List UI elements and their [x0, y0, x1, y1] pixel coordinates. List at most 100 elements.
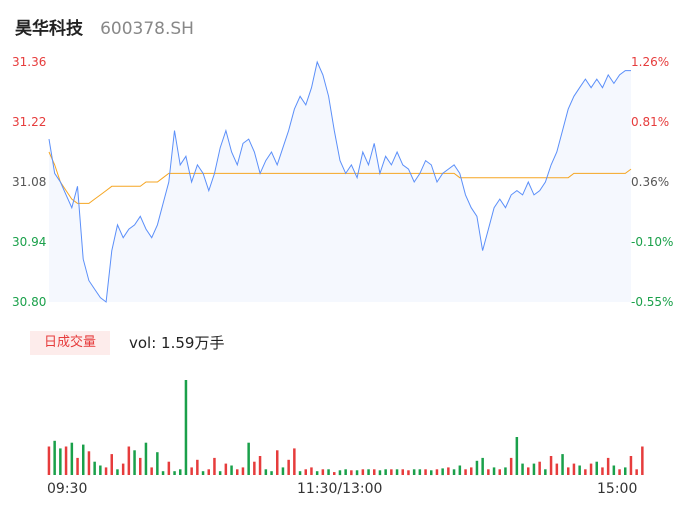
- volume-bar: [338, 470, 342, 476]
- volume-bar: [241, 467, 245, 475]
- volume-bar: [470, 467, 473, 475]
- volume-bar: [544, 469, 547, 475]
- volume-bar: [601, 467, 604, 475]
- volume-bar: [538, 461, 541, 475]
- volume-bar: [441, 468, 444, 476]
- volume-bar: [407, 470, 410, 476]
- volume-bar: [150, 467, 153, 475]
- y-right-label-5: -0.55%: [631, 295, 674, 309]
- volume-bar: [618, 469, 621, 475]
- y-left-label-4: 30.94: [12, 235, 47, 249]
- avg-price-line: [48, 151, 632, 204]
- volume-bar: [498, 469, 501, 475]
- y-right-label-3: 0.36%: [631, 175, 670, 189]
- volume-bar: [350, 470, 353, 476]
- volume-bar: [64, 446, 68, 475]
- volume-bar: [133, 450, 136, 475]
- volume-bar: [344, 469, 347, 475]
- volume-bar: [287, 459, 290, 475]
- volume-bar: [127, 446, 131, 475]
- volume-bar: [196, 459, 199, 475]
- volume-bar: [504, 467, 507, 475]
- volume-bar: [549, 456, 553, 475]
- volume-bar: [59, 448, 62, 475]
- volume-bar: [321, 469, 325, 475]
- y-right-label-2: 0.81%: [631, 115, 670, 129]
- volume-bar: [201, 471, 205, 475]
- volume-bar: [190, 467, 193, 475]
- volume-bar: [612, 465, 616, 475]
- y-left-label-5: 30.80: [12, 295, 47, 309]
- volume-bar: [207, 469, 210, 475]
- volume-bar: [390, 469, 393, 475]
- volume-bar: [572, 463, 576, 475]
- volume-bar: [144, 442, 148, 475]
- daily-volume-button[interactable]: 日成交量: [30, 331, 110, 355]
- volume-bar: [230, 465, 233, 475]
- volume-bar: [424, 469, 427, 475]
- volume-readout: vol: 1.59万手: [129, 334, 225, 352]
- x-label-close: 15:00: [597, 481, 638, 497]
- volume-bar: [258, 456, 262, 475]
- stock-code: 600378.SH: [100, 19, 194, 39]
- volume-bar: [179, 469, 182, 475]
- volume-bar: [264, 469, 268, 475]
- volume-bar: [47, 446, 51, 475]
- volume-bar: [481, 457, 484, 475]
- volume-bar: [121, 463, 125, 475]
- volume-bar: [373, 469, 376, 475]
- volume-bar: [116, 469, 119, 475]
- volume-bar: [487, 469, 490, 475]
- x-label-midday: 11:30/13:00: [297, 481, 383, 497]
- volume-bar: [247, 442, 250, 475]
- volume-bar: [401, 469, 404, 475]
- volume-bar: [304, 469, 307, 475]
- volume-bar: [93, 461, 96, 475]
- volume-bar: [224, 463, 228, 475]
- volume-bar: [584, 469, 587, 475]
- volume-bar: [509, 457, 513, 475]
- volume-bar: [567, 467, 570, 475]
- volume-bar: [447, 467, 450, 475]
- volume-bar: [458, 465, 462, 475]
- volume-bar: [475, 460, 479, 476]
- volume-bar: [578, 465, 581, 475]
- y-left-label-3: 31.08: [12, 175, 47, 189]
- volume-bar: [521, 463, 524, 475]
- y-right-label-1: 1.26%: [631, 55, 670, 69]
- volume-bar: [139, 457, 142, 475]
- volume-bar: [606, 457, 610, 475]
- y-left-label-1: 31.36: [12, 55, 47, 69]
- y-left-label-2: 31.22: [12, 115, 47, 129]
- volume-bar: [624, 467, 627, 475]
- volume-bar: [82, 444, 85, 475]
- volume-bar: [395, 469, 399, 475]
- volume-bar: [492, 467, 496, 475]
- volume-bar: [110, 454, 113, 475]
- volume-bar: [532, 463, 536, 475]
- volume-bar: [293, 448, 296, 475]
- volume-bar: [555, 463, 559, 475]
- volume-bar: [173, 471, 176, 475]
- stock-name: 昊华科技: [15, 19, 83, 39]
- volume-bar: [310, 467, 313, 475]
- volume-bar: [378, 470, 382, 476]
- volume-bar: [327, 469, 330, 475]
- volume-bar: [104, 467, 108, 475]
- volume-bar: [452, 469, 456, 475]
- volume-bar: [213, 457, 216, 475]
- volume-bar: [270, 471, 273, 475]
- volume-bar: [361, 469, 365, 475]
- volume-bar: [355, 470, 359, 476]
- volume-bar: [464, 469, 467, 475]
- volume-bar: [515, 437, 519, 475]
- volume-bar: [635, 469, 638, 475]
- volume-bar: [315, 471, 319, 475]
- volume-bar: [384, 469, 387, 475]
- volume-bar: [276, 450, 279, 475]
- price-area: [49, 62, 631, 302]
- volume-bar: [333, 472, 336, 475]
- volume-bar: [298, 471, 302, 475]
- volume-bar: [236, 469, 239, 475]
